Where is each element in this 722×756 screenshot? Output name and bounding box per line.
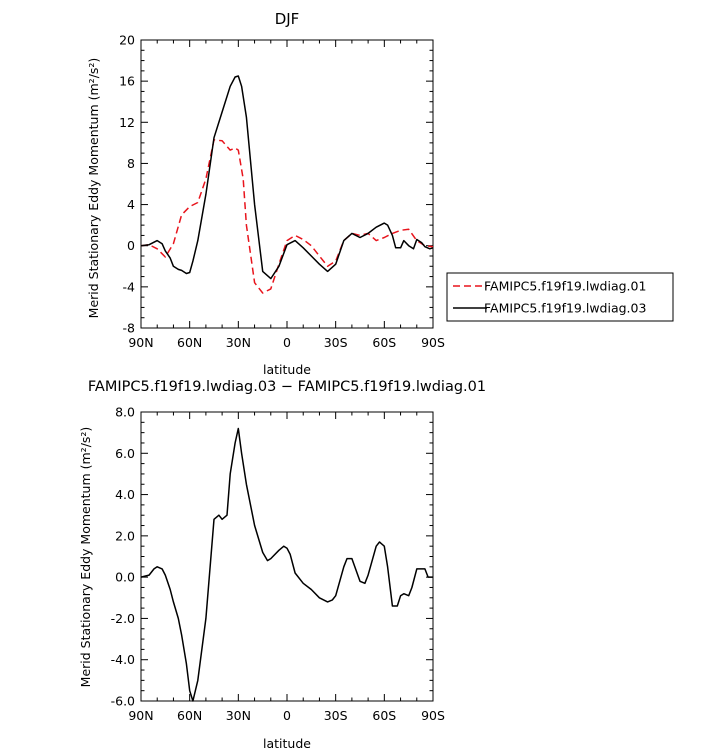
top-chart-legend-box (446, 272, 674, 322)
top-chart-y-tick-label: 4 (127, 197, 135, 212)
top-chart-x-tick-label: 0 (283, 335, 291, 350)
bottom-chart-x-tick-label: 30N (226, 708, 251, 723)
top-chart-x-tick-label: 30S (324, 335, 348, 350)
bottom-chart-y-tick-label: -6.0 (111, 694, 135, 709)
top-chart-series-line-1 (140, 139, 434, 294)
bottom-chart-x-tick-label: 0 (283, 708, 291, 723)
bottom-chart-y-tick-label: -2.0 (111, 611, 135, 626)
top-chart-x-tick-label: 90N (128, 335, 153, 350)
top-chart-y-tick-label: 12 (119, 115, 135, 130)
bottom-chart-x-axis-label: latitude (263, 736, 311, 751)
top-chart-panel: DJF Merid Stationary Eddy Momentum (m²/s… (86, 10, 674, 377)
top-chart-y-tick-label: 8 (127, 156, 135, 171)
bottom-chart-y-tick-label: 4.0 (115, 487, 135, 502)
bottom-chart-x-tick-label: 60N (177, 708, 202, 723)
top-chart-plot-frame (140, 39, 434, 329)
top-chart-y-tick-label: -8 (123, 321, 136, 336)
bottom-chart-y-tick-label: 2.0 (115, 528, 135, 543)
bottom-chart-y-tick-label: 6.0 (115, 446, 135, 461)
bottom-chart-x-tick-label: 90S (421, 708, 445, 723)
top-chart-y-axis-label: Merid Stationary Eddy Momentum (m²/s²) (86, 58, 101, 319)
bottom-chart-y-axis-label: Merid Stationary Eddy Momentum (m²/s²) (78, 427, 93, 688)
top-chart-y-tick-label: 16 (119, 74, 135, 89)
bottom-chart-x-tick-label: 30S (324, 708, 348, 723)
top-chart-legend-label: FAMIPC5.f19f19.lwdiag.01 (484, 279, 646, 294)
bottom-chart-x-tick-label: 90N (128, 708, 153, 723)
top-chart-x-tick-label: 60S (372, 335, 396, 350)
bottom-chart-series-line-1 (140, 427, 433, 702)
bottom-chart-panel: FAMIPC5.f19f19.lwdiag.03 − FAMIPC5.f19f1… (78, 379, 486, 751)
bottom-chart-y-tick-label: 0.0 (115, 570, 135, 585)
bottom-chart-x-tick-label: 60S (372, 708, 396, 723)
top-chart-legend-label: FAMIPC5.f19f19.lwdiag.03 (484, 301, 646, 316)
top-chart-x-tick-label: 60N (177, 335, 202, 350)
top-chart-x-tick-label: 90S (421, 335, 445, 350)
top-chart-y-tick-label: 20 (119, 33, 135, 48)
top-chart-series-line-2 (140, 75, 434, 280)
top-chart-x-axis-label: latitude (263, 362, 311, 377)
top-chart-title: DJF (275, 10, 300, 28)
bottom-chart-title: FAMIPC5.f19f19.lwdiag.03 − FAMIPC5.f19f1… (88, 379, 486, 395)
top-chart-x-tick-label: 30N (226, 335, 251, 350)
top-chart-y-tick-label: 0 (127, 238, 135, 253)
top-chart-y-tick-label: -4 (123, 279, 136, 294)
bottom-chart-y-tick-label: -4.0 (111, 652, 135, 667)
bottom-chart-y-tick-label: 8.0 (115, 405, 135, 420)
